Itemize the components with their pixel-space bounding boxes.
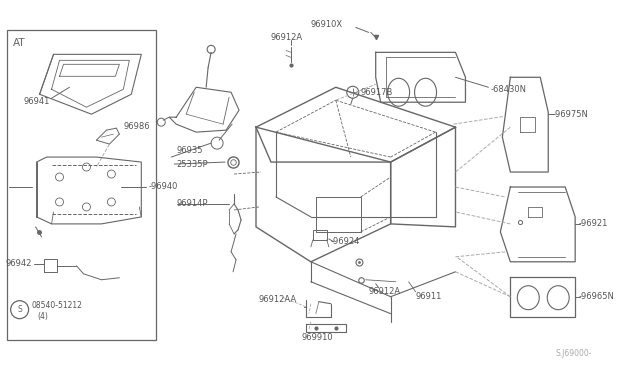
Text: 08540-51212: 08540-51212 xyxy=(31,301,83,310)
Text: 96914P: 96914P xyxy=(176,199,208,208)
Text: 96912AA: 96912AA xyxy=(259,295,297,304)
Text: -96924: -96924 xyxy=(331,237,360,246)
Text: 96942: 96942 xyxy=(5,259,31,268)
Text: 96912A: 96912A xyxy=(271,33,303,42)
Text: 96910X: 96910X xyxy=(311,20,343,29)
Text: 96911: 96911 xyxy=(415,292,442,301)
Text: -96940: -96940 xyxy=(148,183,178,192)
Text: 96912A: 96912A xyxy=(369,287,401,296)
Text: 96941: 96941 xyxy=(23,97,49,106)
Text: -68430N: -68430N xyxy=(490,85,526,94)
Text: (4): (4) xyxy=(38,312,49,321)
Text: 969910: 969910 xyxy=(301,333,333,342)
Text: -96921: -96921 xyxy=(578,219,607,228)
Bar xyxy=(6,31,156,340)
Text: 96986: 96986 xyxy=(124,122,150,131)
Text: S: S xyxy=(17,305,22,314)
Text: 96917B: 96917B xyxy=(361,88,393,97)
Text: S.J69000-: S.J69000- xyxy=(556,349,592,358)
Text: AT: AT xyxy=(13,38,25,48)
Text: 96935: 96935 xyxy=(176,145,203,155)
Text: -96965N: -96965N xyxy=(578,292,614,301)
Text: -96975N: -96975N xyxy=(552,110,588,119)
Text: 25335P: 25335P xyxy=(176,160,208,169)
